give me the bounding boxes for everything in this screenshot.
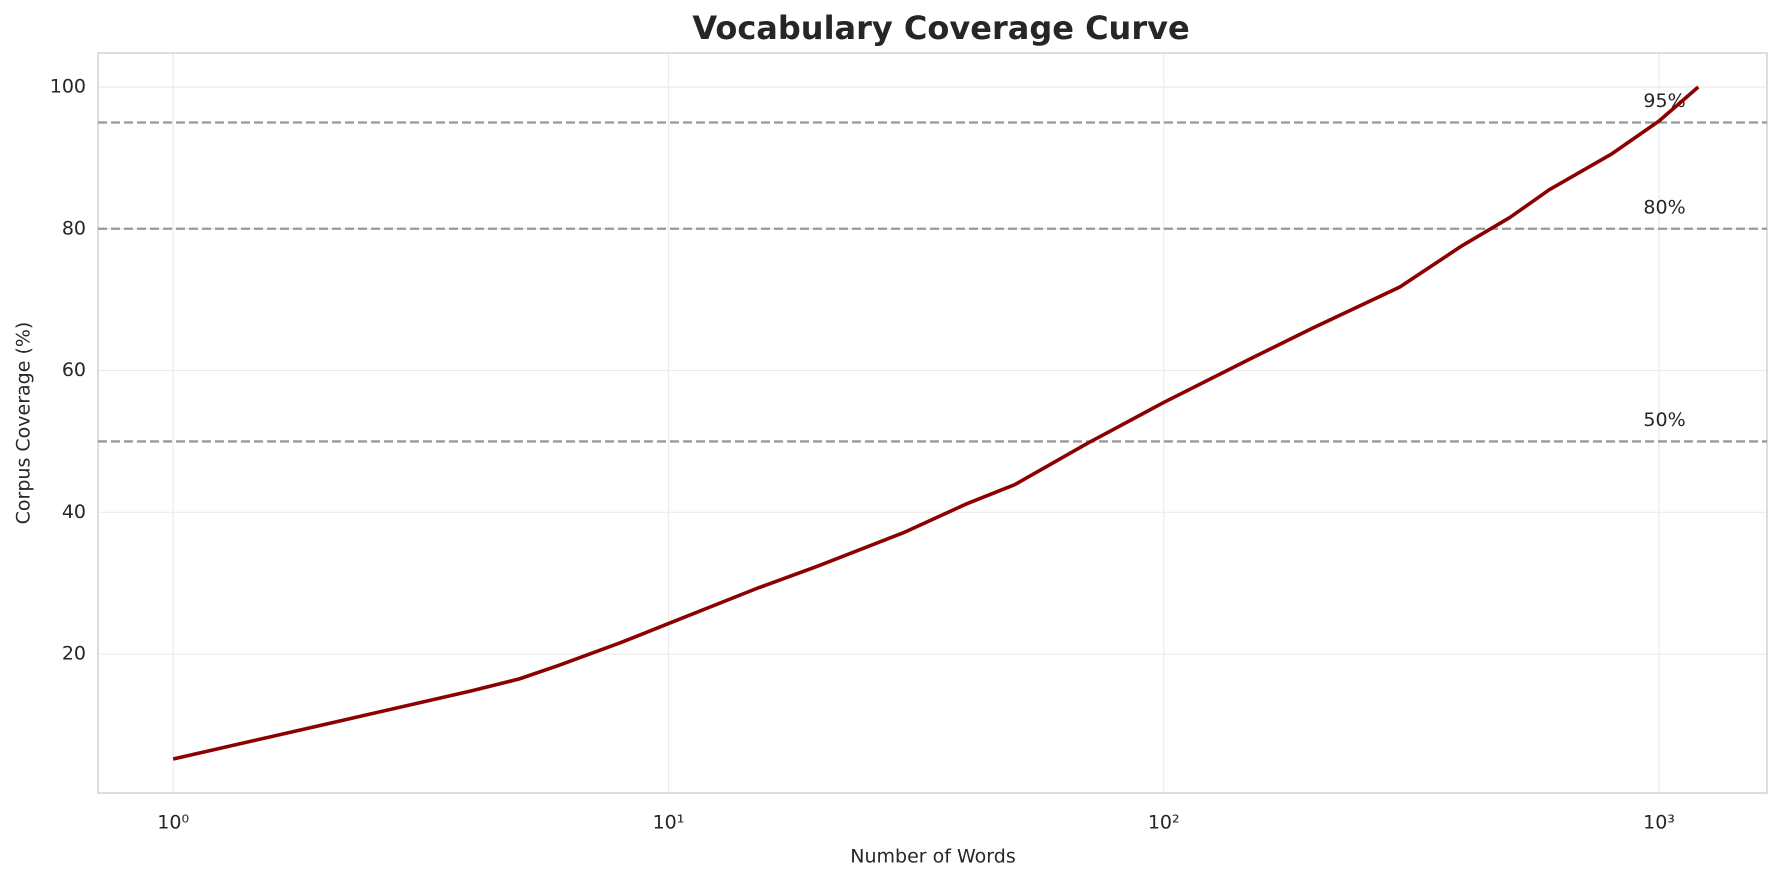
y-tick-label: 80 [62,217,86,239]
y-tick-label: 100 [50,76,86,98]
y-tick-label: 20 [62,643,86,665]
coverage-line [172,85,1700,761]
reference-label: 95% [1643,90,1685,112]
chart-title: Vocabulary Coverage Curve [692,9,1189,47]
reference-label: 50% [1643,409,1685,431]
x-tick-label: 10⁰ [157,812,189,834]
reference-label: 80% [1643,196,1685,218]
x-tick-label: 10¹ [653,812,685,834]
x-tick-label: 10³ [1643,812,1675,834]
y-tick-label: 40 [62,501,86,523]
plot-frame [97,52,1768,794]
x-tick-label: 10² [1148,812,1180,834]
x-axis-label: Number of Words [850,846,1015,868]
y-tick-label: 60 [62,359,86,381]
y-axis-label: Corpus Coverage (%) [13,322,35,525]
